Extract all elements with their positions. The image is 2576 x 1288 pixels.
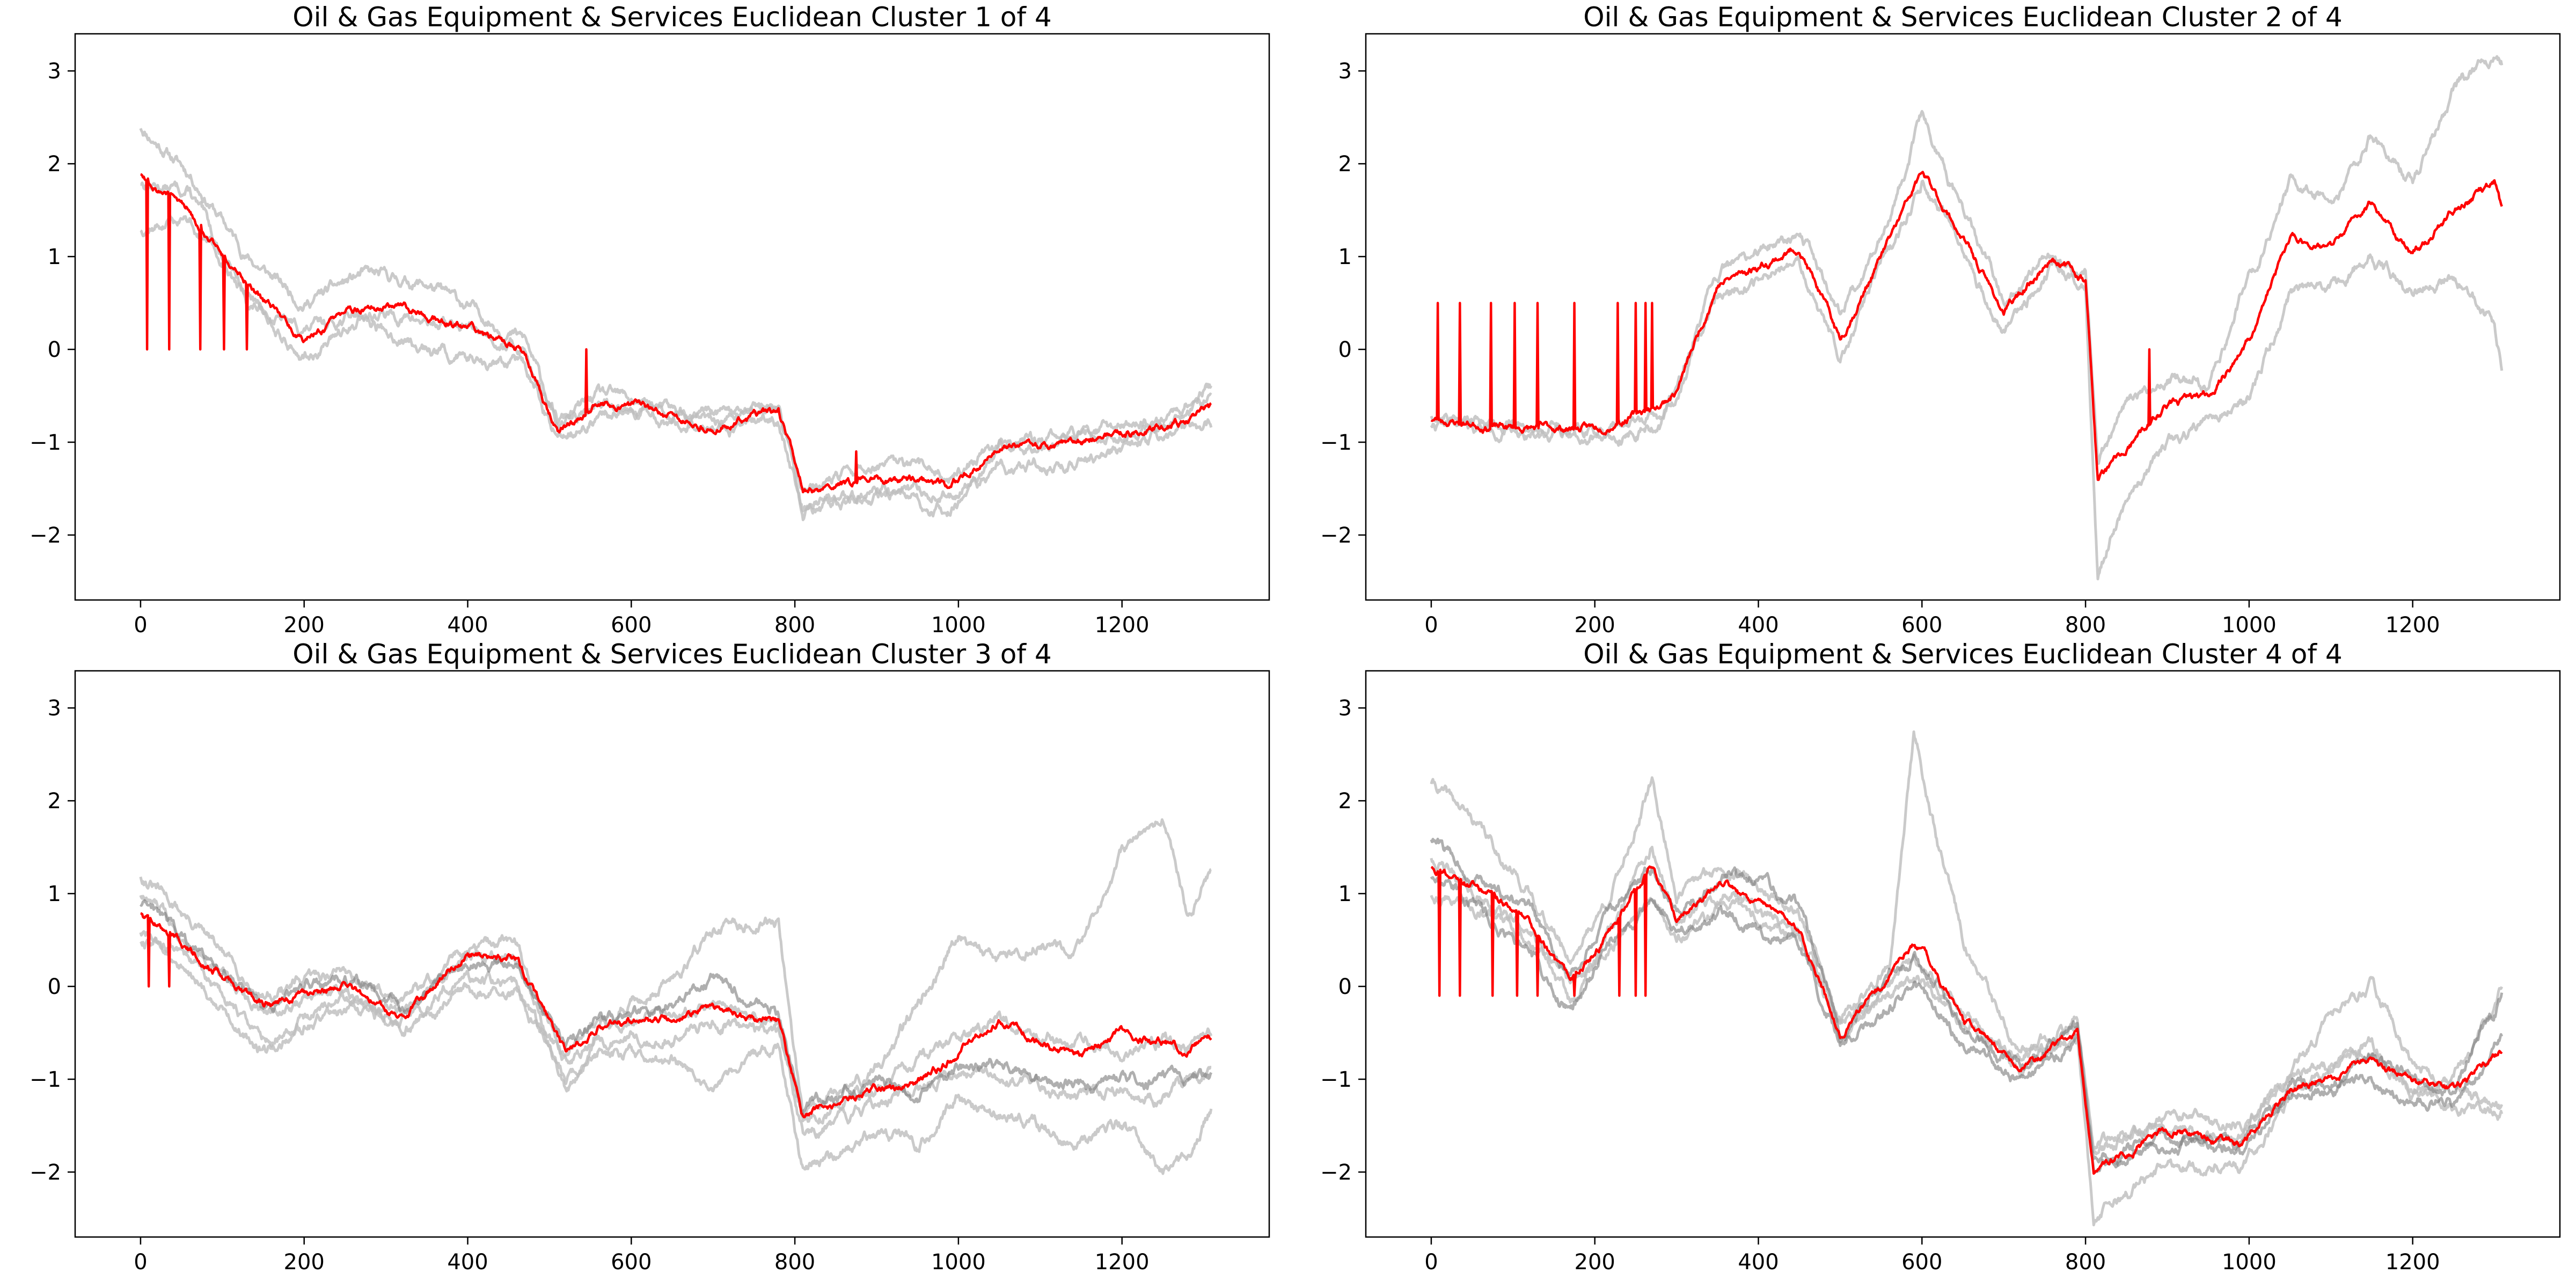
x-tick-label: 600 [1901, 1250, 1942, 1275]
y-tick-label: 0 [48, 338, 61, 362]
member-series-line [140, 899, 1213, 1116]
panel-title: Oil & Gas Equipment & Services Euclidean… [1583, 639, 2342, 670]
chart-panel-2: Oil & Gas Equipment & Services Euclidean… [1320, 2, 2561, 638]
y-tick-label: −1 [30, 430, 61, 455]
y-tick-label: −2 [30, 1160, 61, 1185]
chart-panel-1: Oil & Gas Equipment & Services Euclidean… [30, 2, 1270, 638]
y-tick-label: 2 [48, 789, 61, 814]
member-series-line [139, 895, 1213, 1125]
axes-frame [1365, 33, 2561, 601]
y-tick-label: −2 [1320, 1160, 1352, 1185]
y-tick-label: 1 [48, 882, 61, 906]
x-tick-label: 800 [2065, 1250, 2106, 1275]
member-series-line [1430, 876, 2504, 1174]
y-tick-label: 3 [48, 59, 61, 84]
member-series-line [1430, 730, 2504, 1155]
member-series-line [139, 818, 1212, 1117]
x-tick-label: 1200 [2385, 613, 2440, 638]
x-tick-label: 800 [774, 613, 815, 638]
y-tick-label: −1 [1320, 1067, 1352, 1092]
axes-frame [74, 33, 1270, 601]
member-series-line [1430, 845, 2504, 1227]
x-tick-label: 1000 [2222, 1250, 2277, 1275]
x-tick-label: 200 [1575, 613, 1615, 638]
x-tick-label: 0 [1424, 1250, 1438, 1275]
x-tick-label: 0 [134, 1250, 147, 1275]
panel-title: Oil & Gas Equipment & Services Euclidean… [1583, 2, 2342, 33]
x-tick-label: 1200 [2385, 1250, 2440, 1275]
member-series-line [139, 930, 1213, 1175]
plot-area [139, 128, 1213, 522]
x-tick-label: 400 [1738, 613, 1779, 638]
x-tick-label: 1000 [931, 1250, 986, 1275]
y-tick-label: 2 [1338, 152, 1352, 177]
x-tick-label: 400 [1738, 1250, 1779, 1275]
x-tick-label: 200 [1575, 1250, 1615, 1275]
x-tick-label: 600 [611, 613, 652, 638]
x-tick-label: 1200 [1095, 1250, 1150, 1275]
y-tick-label: 0 [48, 975, 61, 999]
panel-title: Oil & Gas Equipment & Services Euclidean… [292, 639, 1051, 670]
x-tick-label: 1000 [2222, 613, 2277, 638]
member-series-line [1430, 895, 2504, 1150]
x-tick-label: 200 [284, 1250, 325, 1275]
y-tick-label: 3 [48, 696, 61, 721]
y-tick-label: 1 [1338, 882, 1352, 906]
chart-panel-4: Oil & Gas Equipment & Services Euclidean… [1320, 639, 2561, 1275]
y-tick-label: 0 [1338, 975, 1352, 999]
member-series-line [139, 128, 1213, 522]
y-tick-label: −2 [1320, 523, 1352, 548]
x-tick-label: 200 [284, 613, 325, 638]
y-tick-label: −1 [1320, 430, 1352, 455]
plot-area [139, 818, 1213, 1175]
plot-area [1430, 730, 2504, 1227]
y-tick-label: 1 [48, 245, 61, 269]
x-tick-label: 800 [2065, 613, 2106, 638]
x-tick-label: 0 [134, 613, 147, 638]
member-series-line [1430, 837, 2504, 1169]
axes-frame [1365, 670, 2561, 1238]
cluster-mean-line [140, 173, 1212, 494]
y-tick-label: 2 [1338, 789, 1352, 814]
cluster-mean-line [1430, 865, 2503, 1175]
plot-area [1430, 55, 2504, 581]
x-tick-label: 1000 [931, 613, 986, 638]
member-series-line [1430, 179, 2504, 581]
x-tick-label: 400 [447, 1250, 488, 1275]
x-tick-label: 0 [1424, 613, 1438, 638]
y-tick-label: 3 [1338, 59, 1352, 84]
y-tick-label: 2 [48, 152, 61, 177]
y-tick-label: −1 [30, 1067, 61, 1092]
y-tick-label: 0 [1338, 338, 1352, 362]
panel-title: Oil & Gas Equipment & Services Euclidean… [292, 2, 1051, 33]
x-tick-label: 800 [774, 1250, 815, 1275]
cluster-mean-line [1430, 171, 2503, 481]
x-tick-label: 400 [447, 613, 488, 638]
cluster-mean-line [140, 912, 1212, 1118]
x-tick-label: 600 [611, 1250, 652, 1275]
member-series-line [140, 214, 1213, 518]
chart-panel-3: Oil & Gas Equipment & Services Euclidean… [30, 639, 1270, 1275]
x-tick-label: 600 [1901, 613, 1942, 638]
y-tick-label: −2 [30, 523, 61, 548]
y-tick-label: 1 [1338, 245, 1352, 269]
axes-frame [74, 670, 1270, 1238]
member-series-line [1430, 55, 2504, 465]
x-tick-label: 1200 [1095, 613, 1150, 638]
y-tick-label: 3 [1338, 696, 1352, 721]
